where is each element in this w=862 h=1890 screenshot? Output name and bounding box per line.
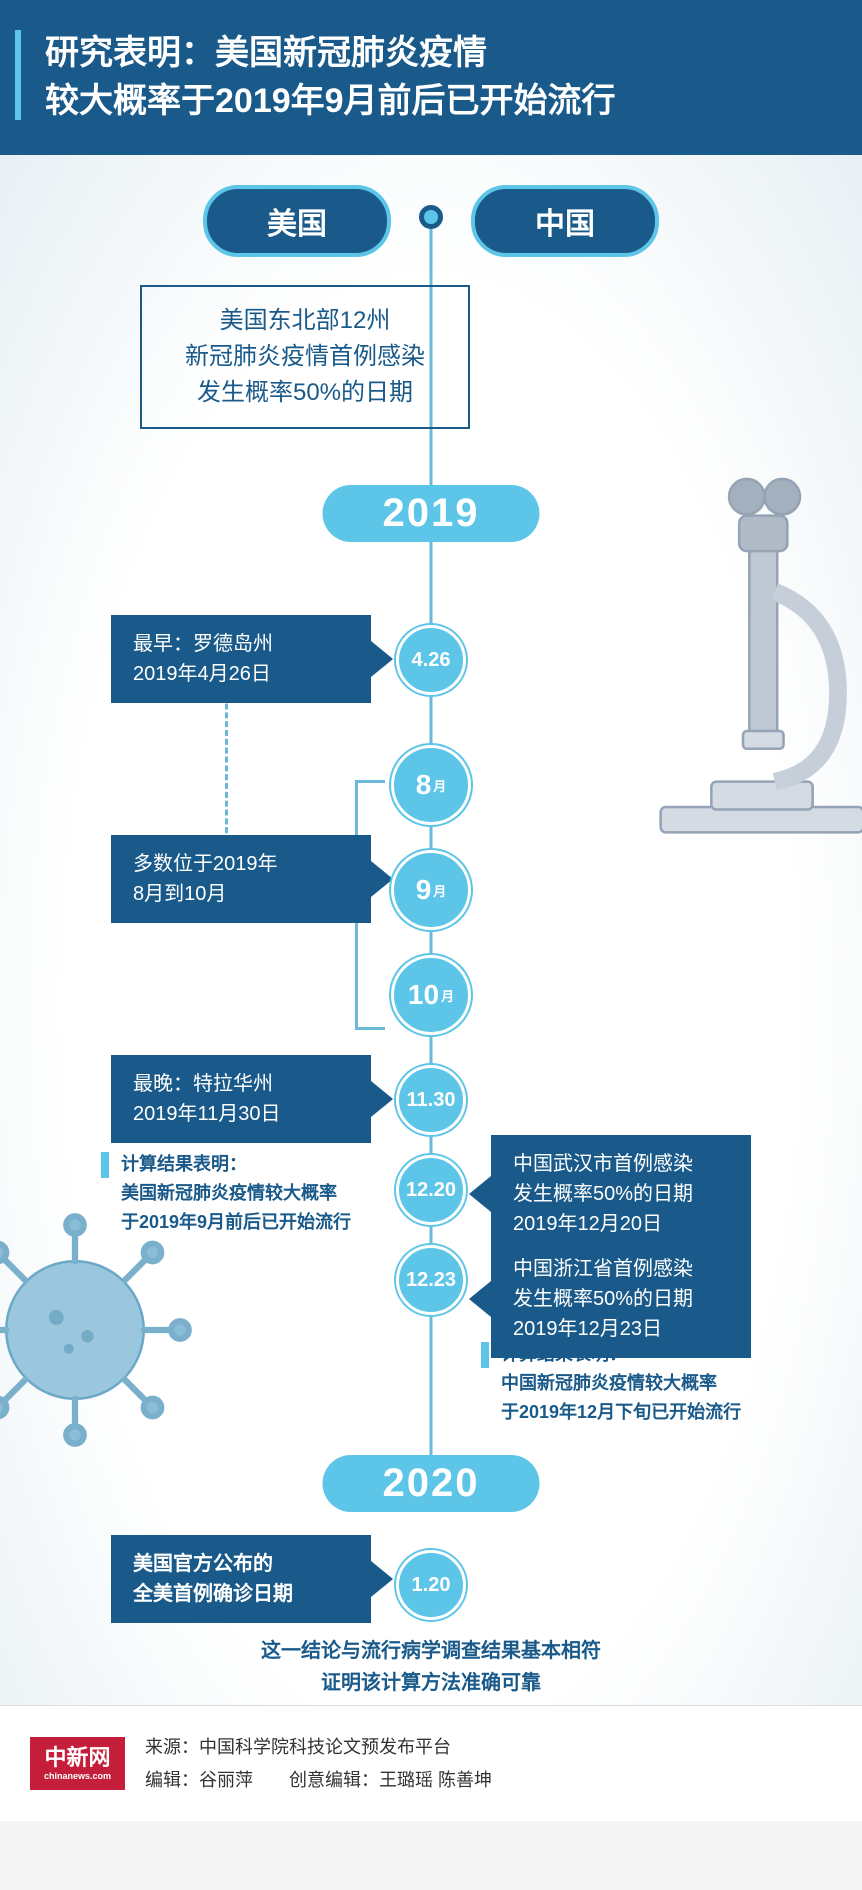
title-line2: 较大概率于2019年9月前后已开始流行 — [45, 82, 616, 120]
left-side-label: 美国 — [203, 185, 391, 257]
page-title: 研究表明：美国新冠肺炎疫情 较大概率于2019年9月前后已开始流行 — [45, 30, 837, 125]
event-most: 多数位于2019年8月到10月 — [111, 835, 371, 923]
date-12-23: 12.23 — [396, 1245, 466, 1315]
note-cn: 计算结果表明：中国新冠肺炎疫情较大概率于2019年12月下旬已开始流行 — [481, 1340, 761, 1426]
date-11-30: 11.30 — [396, 1065, 466, 1135]
event-wuhan: 中国武汉市首例感染发生概率50%的日期2019年12月20日 — [491, 1135, 751, 1253]
date-4-26: 4.26 — [396, 625, 466, 695]
header-accent-bar — [15, 30, 21, 120]
axis-dot — [419, 205, 443, 229]
date-8: 8月 — [391, 745, 471, 825]
date-10: 10月 — [391, 955, 471, 1035]
logo: 中新网 chinanews.com — [30, 1737, 125, 1790]
microscope-icon — [632, 465, 862, 845]
date-9: 9月 — [391, 850, 471, 930]
intro-box: 美国东北部12州 新冠肺炎疫情首例感染 发生概率50%的日期 — [140, 285, 470, 429]
event-latest: 最晚：特拉华州2019年11月30日 — [111, 1055, 371, 1143]
year-2020: 2020 — [323, 1455, 540, 1512]
footer: 中新网 chinanews.com 来源：中国科学院科技论文预发布平台 编辑：谷… — [0, 1705, 862, 1821]
virus-icon — [0, 1205, 200, 1455]
credits: 来源：中国科学院科技论文预发布平台 编辑：谷丽萍 创意编辑：王璐瑶 陈善坤 — [145, 1731, 492, 1796]
timeline-content: 美国 中国 美国东北部12州 新冠肺炎疫情首例感染 发生概率50%的日期 — [0, 155, 862, 1705]
infographic-container: 研究表明：美国新冠肺炎疫情 较大概率于2019年9月前后已开始流行 美国 中国 … — [0, 0, 862, 1821]
date-12-20: 12.20 — [396, 1155, 466, 1225]
event-earliest: 最早：罗德岛州2019年4月26日 — [111, 615, 371, 703]
note-us: 计算结果表明：美国新冠肺炎疫情较大概率于2019年9月前后已开始流行 — [101, 1150, 381, 1236]
header: 研究表明：美国新冠肺炎疫情 较大概率于2019年9月前后已开始流行 — [0, 0, 862, 155]
date-1-20: 1.20 — [396, 1550, 466, 1620]
right-side-label: 中国 — [471, 185, 659, 257]
conclusion: 这一结论与流行病学调查结果基本相符证明该计算方法准确可靠 — [0, 1635, 862, 1699]
title-line1: 研究表明：美国新冠肺炎疫情 — [45, 34, 487, 72]
side-labels: 美国 中国 — [0, 185, 862, 257]
event-us-official: 美国官方公布的全美首例确诊日期 — [111, 1535, 371, 1623]
year-2019: 2019 — [323, 485, 540, 542]
